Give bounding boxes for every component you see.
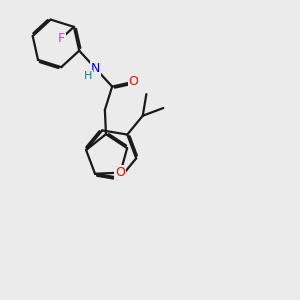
Text: F: F xyxy=(58,32,65,45)
Text: N: N xyxy=(91,62,100,75)
Text: O: O xyxy=(116,166,125,179)
Text: H: H xyxy=(84,71,92,81)
Text: O: O xyxy=(129,75,139,88)
